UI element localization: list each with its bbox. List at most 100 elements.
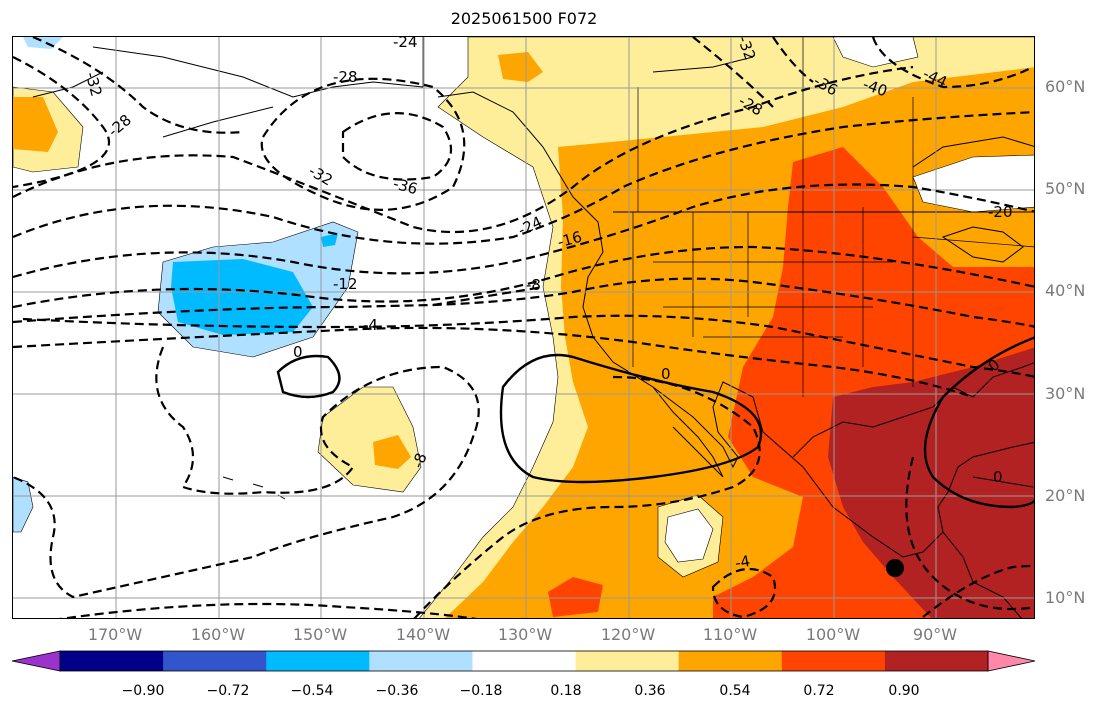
colorbar-segment [369, 651, 473, 671]
neutral-hole [664, 508, 714, 563]
north-america-west-coast [437, 91, 1034, 558]
negative-anomaly-light-patch [13, 476, 34, 533]
zero-contour-layer [276, 336, 1034, 509]
contour-line [432, 285, 544, 307]
contour-label: 0 [293, 343, 303, 361]
contour-label: -16 [555, 228, 583, 252]
contour-label: -32 [82, 70, 106, 98]
contour-line [711, 567, 777, 618]
contour-label: 0 [993, 468, 1003, 486]
neutral-hole [832, 37, 919, 68]
contour-line [341, 112, 453, 181]
contour-line [13, 346, 480, 599]
positive-anomaly-patch [13, 97, 58, 152]
lat-label-40n: 40°N [1045, 281, 1086, 300]
contour-line [13, 110, 1034, 245]
contour-label: -8 [409, 450, 431, 470]
colorbar-tick-label: 0.72 [803, 683, 835, 699]
map-panel: -24 -32 -28 -28 -32 -36 -32 -28 -36 -40 … [12, 36, 1035, 619]
colorbar-segments [60, 651, 989, 671]
zero-contour [276, 354, 341, 399]
positive-anomaly-patch [373, 435, 411, 469]
contour-line [692, 37, 814, 108]
contour-label: -4 [734, 552, 752, 572]
colorbar-segment [472, 651, 577, 671]
colorbar-tick-label: −0.90 [121, 683, 165, 699]
contour-label: -36 [391, 174, 419, 198]
colorbar-segment [266, 651, 370, 671]
zero-contour [499, 353, 763, 484]
colorbar-tick-label: 0.18 [550, 683, 582, 699]
colorbar-segment [575, 651, 680, 671]
contour-label: -24 [393, 37, 418, 51]
lat-label-60n: 60°N [1045, 77, 1086, 96]
contour-label: -12 [333, 275, 358, 293]
colorbar-tick-label: −0.54 [290, 683, 334, 699]
lat-label-50n: 50°N [1045, 179, 1086, 198]
colorbar-segment [781, 651, 886, 671]
coastline-layer [32, 37, 1034, 618]
colorbar-tick-label: 0.90 [888, 683, 920, 699]
storm-center-dot [886, 559, 904, 577]
contour-line [905, 456, 1034, 611]
contour-label: -24 [515, 213, 545, 240]
colorbar-outline [59, 650, 989, 672]
contour-line [260, 77, 466, 211]
lon-label-100w: 100°W [805, 625, 861, 644]
contour-label: -4 [363, 316, 378, 334]
colorbar-underflow-arrow [11, 650, 61, 672]
negative-anomaly-patch [321, 233, 338, 247]
alaska-coast [32, 46, 424, 138]
map-canvas: -24 -32 -28 -28 -32 -36 -32 -28 -36 -40 … [13, 37, 1034, 618]
state-lines [632, 197, 914, 397]
strong-anomaly-patch [548, 577, 603, 617]
colorbar-tick-label: 0.54 [719, 683, 751, 699]
contour-label: -28 [333, 68, 358, 86]
cuba [972, 476, 1034, 488]
baja-california [652, 386, 724, 478]
colorbar-tick-label: 0.36 [634, 683, 666, 699]
colorbar-tick-label: −0.36 [375, 683, 419, 699]
lat-label-10n: 10°N [1045, 588, 1086, 607]
zero-contour [923, 336, 1034, 509]
positive-anomaly-patch [498, 52, 543, 82]
contour-label: -28 [105, 111, 135, 141]
contour-label: -20 [988, 203, 1013, 221]
lat-label-20n: 20°N [1045, 486, 1086, 505]
colorbar-segment [678, 651, 783, 671]
contour-line [22, 314, 1034, 378]
lon-label-150w: 150°W [292, 625, 348, 644]
neutral-hole [912, 154, 1034, 213]
contour-line [13, 277, 1034, 328]
lon-label-120w: 120°W [600, 625, 656, 644]
map-title: 2025061500 F072 [450, 9, 598, 28]
great-lakes [941, 226, 1024, 263]
colorbar [11, 650, 1036, 672]
colorbar-tick-label: −0.18 [459, 683, 503, 699]
contour-line [59, 602, 478, 618]
colorbar-overflow-arrow [987, 650, 1036, 672]
canada-lines [422, 37, 1034, 248]
contour-line [13, 245, 1034, 309]
gulf-coast [792, 362, 1034, 458]
positive-anomaly-light-patch [317, 386, 422, 493]
colorbar-segment [884, 651, 989, 671]
contour-line [413, 375, 761, 618]
colorbar-segment [163, 651, 267, 671]
contour-layer [13, 37, 1034, 618]
hudson-bay [652, 56, 1034, 168]
lat-label-30n: 30°N [1045, 384, 1086, 403]
colorbar-segment [60, 651, 164, 671]
very-strong-anomaly-region [828, 347, 1034, 618]
negative-anomaly-region [171, 259, 313, 335]
lon-label-140w: 140°W [395, 625, 451, 644]
negative-anomaly-light-patch [23, 37, 63, 49]
contour-line [32, 37, 244, 134]
contour-line [871, 37, 1034, 89]
contour-line [13, 326, 974, 399]
colorbar-tick-label: −0.72 [206, 683, 250, 699]
graticule [13, 37, 1034, 618]
lon-label-160w: 160°W [190, 625, 246, 644]
contour-label: 0 [661, 365, 671, 383]
lon-label-130w: 130°W [497, 625, 553, 644]
